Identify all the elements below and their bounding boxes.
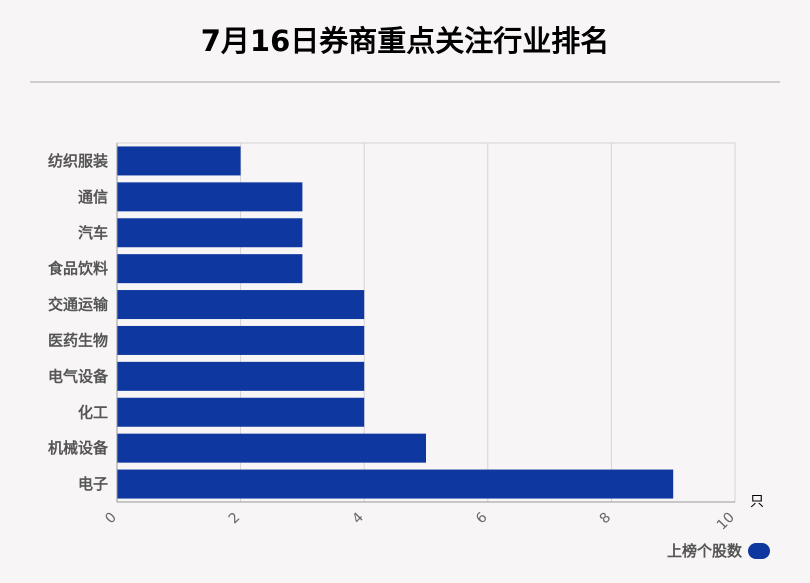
legend-swatch (748, 542, 770, 559)
bar (117, 146, 241, 176)
bar (117, 433, 426, 463)
y-category-label: 医药生物 (48, 331, 108, 349)
bar (117, 182, 303, 212)
x-tick-label: 4 (349, 509, 367, 527)
bar (117, 469, 674, 499)
title-divider (30, 81, 780, 83)
bar (117, 290, 365, 320)
legend-label: 上榜个股数 (666, 542, 742, 560)
x-tick-label: 6 (473, 509, 491, 527)
x-tick-label: 10 (714, 510, 738, 534)
bar (117, 218, 303, 248)
y-category-label: 电气设备 (48, 367, 109, 385)
chart-title: 7月16日券商重点关注行业排名 (200, 24, 610, 58)
y-category-label: 食品饮料 (48, 260, 108, 278)
x-tick-label: 2 (226, 510, 244, 528)
y-category-label: 机械设备 (48, 439, 109, 457)
y-category-label: 纺织服装 (48, 152, 109, 170)
bar (117, 325, 365, 355)
y-category-label: 电子 (78, 475, 108, 493)
x-tick-label: 8 (597, 510, 615, 528)
bar (117, 397, 365, 427)
y-category-label: 化工 (78, 403, 108, 421)
bar (117, 361, 365, 391)
bar (117, 254, 303, 284)
x-unit-label: 只 (750, 494, 764, 510)
x-tick-label: 0 (102, 510, 120, 528)
y-category-label: 交通运输 (48, 296, 109, 314)
legend[interactable]: 上榜个股数 (667, 540, 770, 561)
y-category-label: 通信 (78, 188, 108, 206)
y-category-label: 汽车 (78, 224, 108, 242)
